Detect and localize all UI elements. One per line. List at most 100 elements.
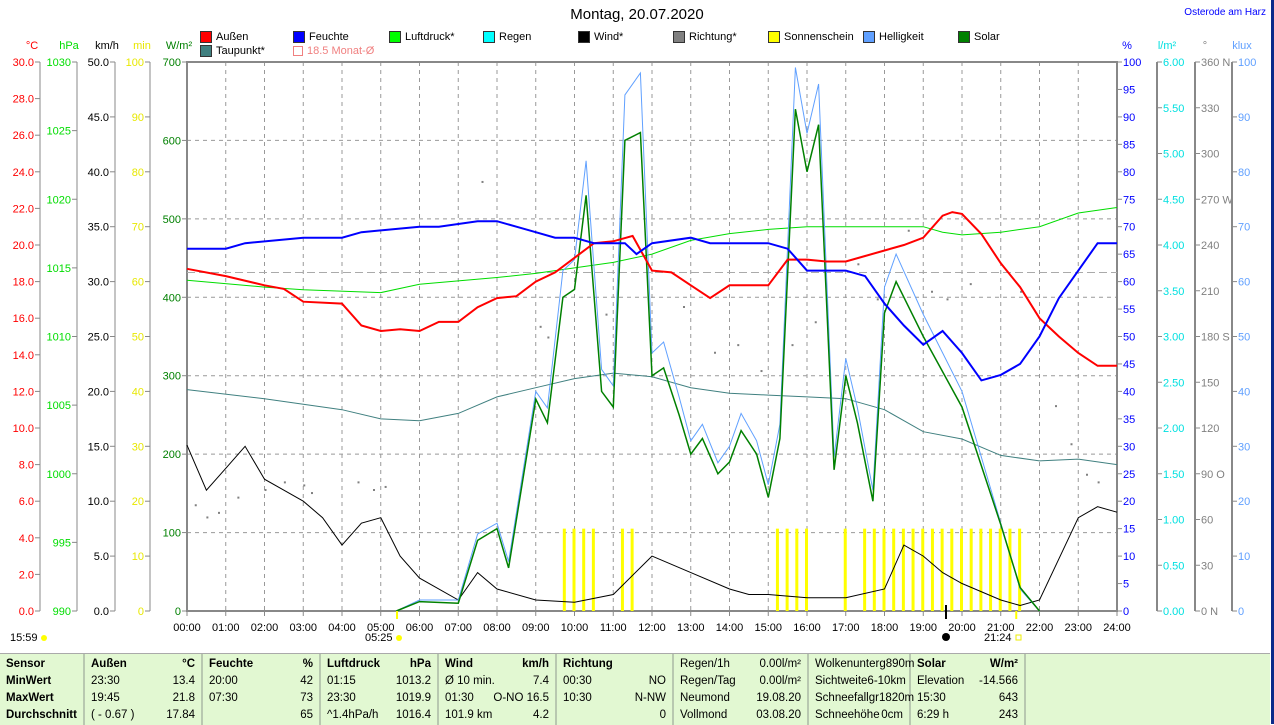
- sunshine-bar: [775, 528, 779, 611]
- axis-label-temp: 30.0: [13, 57, 34, 69]
- x-tick-label: 04:00: [328, 622, 356, 634]
- weather-chart: °C 0.0 2.0 4.0 6.0 8.0 10.0 12.0 14.0 16.0 18.0 20.…: [10, 40, 1256, 644]
- direction-point: [814, 321, 817, 324]
- sunshine-bar: [795, 528, 799, 611]
- series-line-helligkeit: [396, 67, 1040, 612]
- legend-swatch: [768, 31, 780, 43]
- direction-point: [907, 229, 910, 232]
- axis-label-sunmin: 90: [132, 112, 144, 124]
- direction-point: [714, 351, 716, 354]
- sunshine-bar: [911, 528, 915, 611]
- axis-label-temp: 6.0: [19, 496, 34, 508]
- sun-icon: [41, 635, 47, 641]
- direction-point: [1020, 290, 1023, 293]
- axis-label-hum: 35: [1123, 414, 1135, 426]
- cell-value: 17.84: [166, 709, 195, 721]
- monthly-avg-legend: 18.5 Monat-Ø: [293, 45, 374, 57]
- table-row: ( - 0.67 ) 17.84: [91, 707, 195, 724]
- legend-label: Richtung*: [689, 31, 737, 43]
- axis-label-dir: 90 O: [1201, 469, 1225, 481]
- axis-unit-hum: %: [1122, 40, 1132, 52]
- cell-value: 0cm: [881, 709, 903, 721]
- x-tick-label: 01:00: [212, 622, 240, 634]
- x-tick-label: 02:00: [251, 622, 279, 634]
- location-link[interactable]: Osterode am Harz: [1184, 7, 1266, 18]
- cell-label: 10:30: [563, 692, 592, 704]
- axis-label-dir: 240: [1201, 240, 1219, 252]
- legend-label: Solar: [974, 31, 1000, 43]
- axis-label-press: 1025: [47, 126, 71, 138]
- axis-label-wind: 20.0: [88, 386, 109, 398]
- direction-point: [311, 492, 313, 495]
- direction-point: [969, 283, 972, 286]
- column-header: Luftdruck hPa: [327, 656, 431, 673]
- axis-label-dir: 150: [1201, 377, 1219, 389]
- axis-label-hum: 100: [1123, 57, 1141, 69]
- table-row: 6:29 h 243: [917, 707, 1018, 724]
- legend-label: Taupunkt*: [216, 45, 265, 57]
- cell-label: Regen/Tag: [680, 675, 736, 687]
- cell-label: Ø 10 min.: [445, 675, 495, 687]
- cell-label: ( - 0.67 ): [91, 709, 135, 721]
- sensor-col: Sensor MinWert MaxWert Durchschnitt: [0, 654, 85, 725]
- column-header: Wind km/h: [445, 656, 549, 673]
- axis-label-rain: 2.50: [1163, 377, 1184, 389]
- axis-label-dir: 180 S: [1201, 332, 1230, 344]
- cell-label: 01:30: [445, 692, 474, 704]
- x-tick-label: 23:00: [1064, 622, 1092, 634]
- axis-label-wind: 40.0: [88, 167, 109, 179]
- axis-unit-rain: l/m²: [1158, 40, 1177, 52]
- x-tick-label: 19:00: [909, 622, 937, 634]
- cell-value: 42: [300, 675, 313, 687]
- axis-label-rain: 3.00: [1163, 332, 1184, 344]
- legend-item: Regen: [483, 31, 531, 43]
- table-row: Schneefallgr 1820m: [815, 690, 914, 707]
- table-row: 20:00 42: [209, 673, 313, 690]
- cell-value: 4.2: [533, 709, 549, 721]
- x-tick-label: 21:00: [987, 622, 1015, 634]
- x-tick-label: 11:00: [600, 622, 627, 634]
- legend-label: Wind*: [594, 31, 624, 43]
- axis-label-hum: 10: [1123, 551, 1135, 563]
- series-line-feuchte: [187, 220, 1117, 382]
- axis-label-lux: 40: [1238, 386, 1250, 398]
- axis-label-hum: 65: [1123, 249, 1135, 261]
- x-tick-label: 13:00: [677, 622, 705, 634]
- axis-label-sunmin: 20: [132, 496, 144, 508]
- axis-label-rain: 0.00: [1163, 606, 1184, 618]
- sunshine-bar: [969, 528, 973, 611]
- column-header: Richtung: [563, 656, 666, 673]
- cell-value: 21.8: [172, 692, 195, 704]
- axis-label-rain: 1.50: [1163, 469, 1184, 481]
- cell-value: 1016.4: [395, 709, 431, 721]
- sunshine-bar: [950, 528, 954, 611]
- axis-label-press: 1010: [47, 332, 71, 344]
- axis-label-hum: 5: [1123, 579, 1129, 591]
- axis-label-solar: 700: [163, 57, 181, 69]
- aussen-col: Außen °C 23:30 13.4 19:45 21.8 ( - 0.67 ) 17.84: [85, 654, 203, 725]
- cell-label: 101.9 km: [445, 709, 493, 721]
- axis-label-lux: 80: [1238, 167, 1250, 179]
- cell-label: 01:15: [327, 675, 356, 687]
- cell-value: 6-10km: [867, 675, 906, 687]
- cell-value: 243: [998, 709, 1018, 721]
- axis-label-wind: 5.0: [94, 551, 109, 563]
- luftdruck-col: Luftdruck hPa 01:15 1013.2 23:30 1019.9 ^1.4hP…: [321, 654, 439, 725]
- cell-value: 1013.2: [395, 675, 431, 687]
- cell-value: 643: [998, 692, 1018, 704]
- feuchte-col: Feuchte% 20:00 42 07:30 73 65: [203, 654, 321, 725]
- sunshine-bar: [785, 528, 789, 611]
- axis-label-dir: 0 N: [1201, 606, 1218, 618]
- x-tick-label: 10:00: [561, 622, 589, 634]
- table-row: 07:30 73: [209, 690, 313, 707]
- axis-label-lux: 10: [1238, 551, 1250, 563]
- cell-label: 23:30: [327, 692, 356, 704]
- wind-unit: km/h: [522, 658, 549, 670]
- axis-label-lux: 90: [1238, 112, 1250, 124]
- axis-label-temp: 2.0: [19, 569, 34, 581]
- x-tick-label: 00:00: [173, 622, 201, 634]
- table-row: 23:30 1019.9: [327, 690, 431, 707]
- direction-point: [283, 481, 286, 484]
- axis-label-rain: 4.50: [1163, 194, 1184, 206]
- sunshine-bar: [1008, 528, 1012, 611]
